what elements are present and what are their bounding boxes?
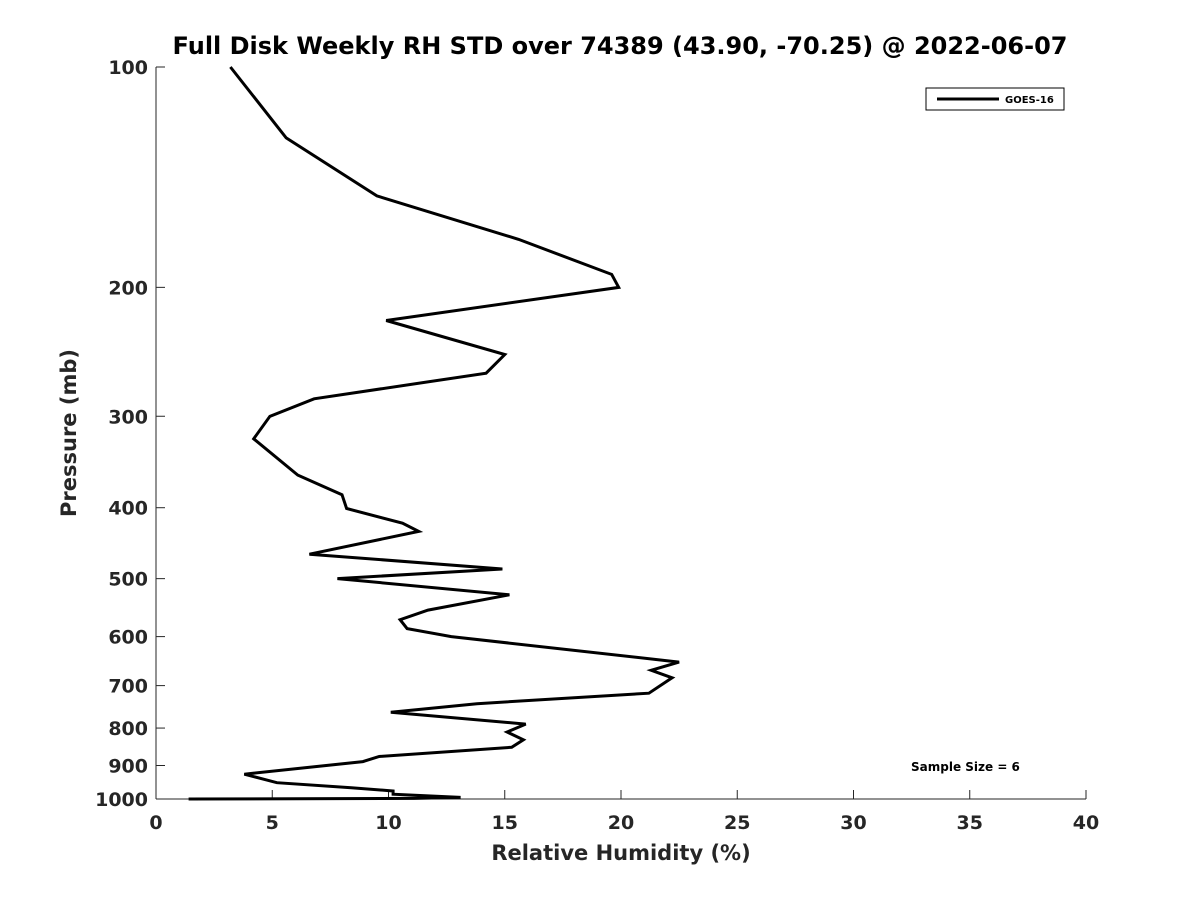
y-tick-label: 600 (108, 627, 148, 649)
x-tick-label: 10 (375, 812, 401, 834)
y-axis: 100 200 300 400 500 600 700 800 900 1000 (95, 57, 165, 811)
y-tick-label: 300 (108, 406, 148, 428)
plot-area (156, 67, 1086, 799)
x-tick-label: 0 (149, 812, 162, 834)
x-tick-label: 40 (1073, 812, 1099, 834)
x-tick-label: 20 (608, 812, 634, 834)
legend: GOES-16 (925, 87, 1065, 111)
sample-size-annotation: Sample Size = 6 (911, 760, 1020, 774)
x-tick-label: 25 (724, 812, 750, 834)
y-axis-label: Pressure (mb) (57, 349, 81, 517)
x-axis-label: Relative Humidity (%) (491, 841, 750, 865)
y-tick-label: 200 (108, 277, 148, 299)
chart-title: Full Disk Weekly RH STD over 74389 (43.9… (173, 32, 1068, 60)
series-line-goes-16 (188, 66, 680, 801)
x-tick-label: 35 (957, 812, 983, 834)
x-tick-label: 30 (840, 812, 866, 834)
x-tick-label: 5 (266, 812, 279, 834)
y-tick-label: 400 (108, 498, 148, 520)
y-tick-label: 100 (108, 57, 148, 79)
legend-label-goes-16: GOES-16 (1005, 95, 1054, 106)
x-tick-label: 15 (492, 812, 518, 834)
y-tick-label: 800 (108, 718, 148, 740)
y-tick-label: 1000 (95, 789, 148, 811)
x-axis: 0 5 10 15 20 25 30 35 40 (149, 790, 1099, 834)
y-tick-label: 900 (108, 756, 148, 778)
series-layer (188, 66, 680, 801)
y-tick-label: 700 (108, 676, 148, 698)
y-tick-label: 500 (108, 569, 148, 591)
